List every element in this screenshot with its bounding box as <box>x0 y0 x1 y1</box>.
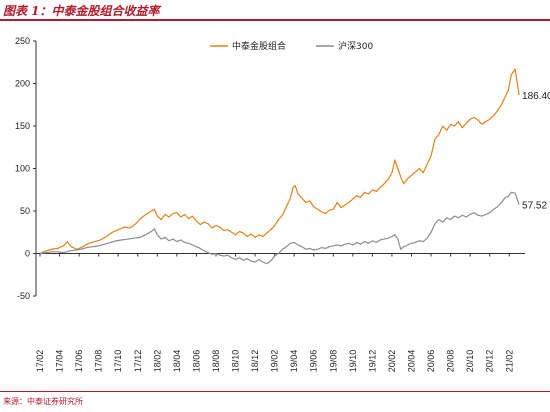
x-tick-label: 18/08 <box>211 350 221 373</box>
y-tick-label: -50 <box>17 291 30 301</box>
figure-title: 图表 1：中泰金股组合收益率 <box>3 4 160 18</box>
header-rule <box>0 19 550 21</box>
x-tick-label: 17/10 <box>113 350 123 373</box>
x-tick-label: 20/04 <box>407 350 417 373</box>
y-tick-label: 200 <box>15 79 30 89</box>
x-tick-label: 17/06 <box>74 350 84 373</box>
x-tick-label: 18/04 <box>172 350 182 373</box>
y-tick-label: 150 <box>15 121 30 131</box>
y-tick-label: 250 <box>15 36 30 46</box>
x-tick-label: 18/10 <box>231 350 241 373</box>
legend-label: 中泰金股组合 <box>232 40 286 52</box>
x-tick-label: 17/08 <box>94 350 104 373</box>
x-tick-label: 19/04 <box>289 350 299 373</box>
figure-header: 图表 1：中泰金股组合收益率 <box>0 0 550 21</box>
x-tick-label: 19/10 <box>348 350 358 373</box>
legend-label: 沪深300 <box>338 40 373 52</box>
y-tick-label: 0 <box>25 249 30 259</box>
x-tick-label: 20/08 <box>446 350 456 373</box>
x-axis: 17/02 17/04 17/06 17/08 17/10 17/12 18/02 18/04… <box>35 253 525 373</box>
x-tick-label: 20/06 <box>426 350 436 373</box>
series-line-portfolio <box>39 68 520 255</box>
series-lines <box>39 68 520 265</box>
y-axis: -50 0 50 100 150 200 250 <box>15 36 37 301</box>
end-value-label: 57.52 <box>522 201 547 212</box>
chart-legend: 中泰金股组合 沪深300 <box>210 40 373 52</box>
x-tick-label: 17/04 <box>55 350 65 373</box>
x-tick-label: 18/02 <box>152 350 162 373</box>
y-tick-label: 100 <box>15 164 30 174</box>
x-tick-label: 19/12 <box>367 350 377 373</box>
x-tick-label: 19/08 <box>328 350 338 373</box>
x-tick-label: 19/02 <box>270 350 280 373</box>
x-tick-label: 17/02 <box>35 350 45 373</box>
end-labels: 186.40 57.52 <box>522 91 550 212</box>
x-tick-label: 18/06 <box>191 350 201 373</box>
x-tick-label: 20/12 <box>485 350 495 373</box>
x-tick-label: 19/06 <box>309 350 319 373</box>
x-tick-label: 21/02 <box>504 350 514 373</box>
x-tick-label: 20/02 <box>387 350 397 373</box>
x-tick-label: 18/12 <box>250 350 260 373</box>
y-tick-label: 50 <box>20 206 30 216</box>
x-tick-label: 17/12 <box>133 350 143 373</box>
series-line-hs300 <box>39 191 520 265</box>
source-note: 来源：中泰证券研究所 <box>3 397 83 406</box>
footer-rule <box>0 391 550 392</box>
end-value-label: 186.40 <box>522 91 550 102</box>
x-tick-label: 20/10 <box>465 350 475 373</box>
